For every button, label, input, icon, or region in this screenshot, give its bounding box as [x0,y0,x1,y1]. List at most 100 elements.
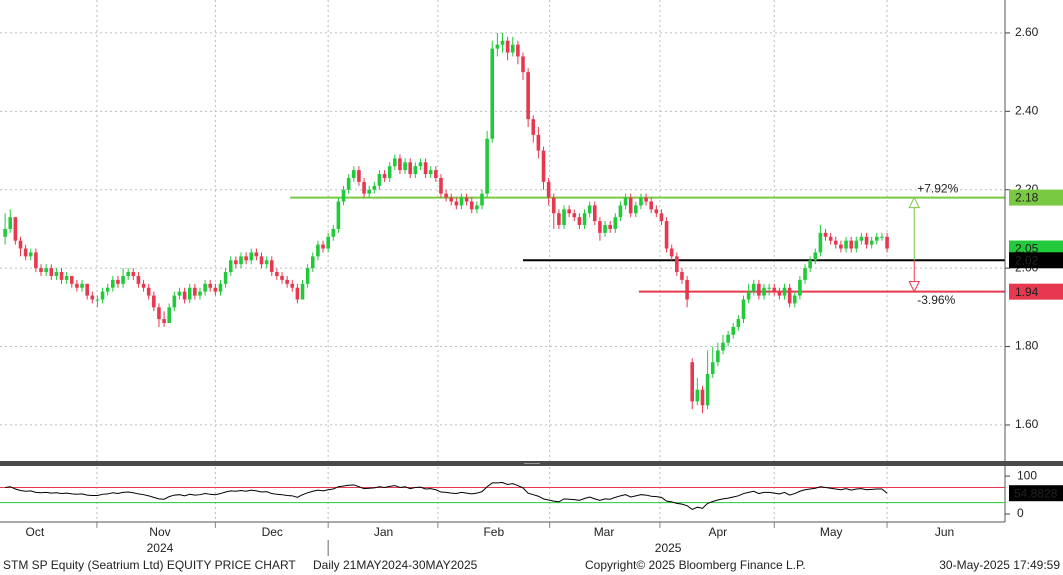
candle-body [285,279,289,284]
candle-body [490,48,495,139]
candle-body [403,162,407,171]
candle-body [685,279,689,300]
candle-body [331,228,336,237]
candle-body [223,272,228,284]
candle-body [505,40,510,53]
candle-body [264,260,269,265]
candle-body [54,272,59,276]
candle-body [213,287,218,292]
candle-body [352,170,356,178]
candle-body [198,291,202,296]
candle-body [751,283,756,292]
rsi-tick-label: 0 [1017,506,1024,520]
candle-body [100,291,105,300]
candle-body [275,272,279,276]
year-label: 2025 [655,541,682,555]
candle-body [598,221,602,233]
candle-body [228,260,233,273]
candle-body [310,256,315,269]
candle-body [710,362,715,374]
candle-body [792,295,797,304]
candle-body [305,268,310,284]
candle-body [208,283,213,288]
candle-body [618,205,623,218]
candle-body [157,307,161,320]
month-label: Mar [594,525,615,539]
candle-body [336,201,341,229]
candle-body [449,197,454,202]
candle-body [608,225,612,229]
candle-body [90,295,95,300]
month-label: Jun [935,525,954,539]
annotation-label: -3.96% [917,293,955,307]
candle-body [295,287,300,300]
month-label: Nov [149,525,170,539]
candle-body [39,268,43,273]
candle-body [382,174,387,178]
rsi-tag-label: 54.8828 [1014,486,1058,500]
candle-body [362,181,366,194]
candle-body [639,197,643,206]
rsi-tag [1009,485,1063,502]
candle-body [234,260,238,265]
y-tick-label: 2.60 [1015,25,1039,39]
candle-body [136,275,141,284]
candle-body [803,268,807,280]
candle-body [587,205,592,214]
candle-body [623,197,628,206]
candle-body [187,287,192,300]
candle-body [464,197,469,202]
candle-body [300,283,305,300]
chart-subtitle: Daily 21MAY2024-30MAY2025 [313,558,478,572]
candle-body [818,232,823,253]
price-tag-label: 2.18 [1015,191,1039,205]
candle-body [813,252,818,261]
candle-body [321,244,325,249]
candle-body [757,283,761,296]
candle-body [193,287,197,296]
annotation-arrowhead [908,281,921,293]
candle-body [644,197,648,202]
candle-body [459,197,464,206]
candle-body [244,256,248,261]
annotation-arrowhead [908,196,921,209]
candle-body [423,162,428,175]
annotation-label: +7.92% [917,182,958,196]
chart-title: STM SP Equity (Seatrium Ltd) EQUITY PRIC… [3,558,296,572]
candle-body [721,342,725,351]
candle-body [798,279,802,296]
candle-body [669,248,674,257]
candle-body [172,295,177,308]
candle-body [444,193,448,198]
candle-body [413,166,418,175]
candle-body [736,319,741,327]
candle-body [536,134,541,151]
candle-body [111,279,115,288]
candle-body [869,240,874,245]
candle-body [592,205,597,222]
candle-body [95,299,100,301]
candle-body [121,275,125,284]
candle-body [182,291,187,300]
candle-body [675,256,679,273]
candle-body [782,287,787,296]
candle-body [582,213,587,226]
candle-body [280,275,284,280]
candle-body [551,197,556,214]
candle-body [428,170,433,175]
copyright: Copyright© 2025 Bloomberg Finance L.P. [585,558,806,572]
candle-body [152,295,156,308]
candle-body [367,189,371,194]
candle-body [557,213,561,226]
price-tag [1009,189,1063,206]
candle-body [239,256,243,265]
y-tick-label: 2.40 [1015,104,1039,118]
candle-body [44,268,48,273]
candle-body [731,326,736,335]
candle-body [833,240,838,245]
candle-body [495,44,500,49]
candle-body [741,299,746,320]
candle-body [654,209,659,214]
rsi-line [5,482,888,511]
